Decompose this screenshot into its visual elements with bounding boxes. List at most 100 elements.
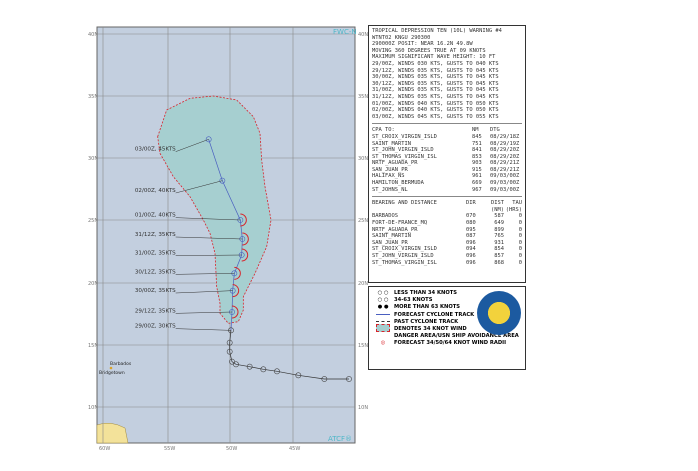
track-label: 31/00Z, 35KTS <box>135 251 176 257</box>
lat-label: 25N <box>358 218 368 224</box>
barbados-marker <box>109 366 113 370</box>
lat-label: 30N <box>358 156 368 162</box>
cpa-header: CPA TO: NM DTG <box>372 127 500 134</box>
legend-item: ○ ○ LESS THAN 34 KNOTS <box>372 290 522 297</box>
forecast-line: 29/12Z, WINDS 035 KTS, GUSTS TO 045 KTS <box>372 67 499 74</box>
cpa-row: SAINT_MARTIN 751 08/29/19Z <box>372 140 520 147</box>
cpa-row: ST_THOMAS_VIRGIN_ISL 853 08/29/20Z <box>372 153 520 160</box>
cpa-row: ST_JOHNS_NL 967 09/03/00Z <box>372 186 520 193</box>
track-label-leader <box>175 290 233 294</box>
track-label: 01/00Z, 40KTS <box>135 213 176 219</box>
lat-label: 15N <box>88 343 98 349</box>
lon-label: 60W <box>99 446 110 452</box>
wind-radii <box>232 284 240 298</box>
bearing-row: BARBADOS 070 587 0 <box>372 213 522 220</box>
forecast-line: 31/00Z, WINDS 035 KTS, GUSTS TO 045 KTS <box>372 87 499 94</box>
legend-item: ● ● MORE THAN 63 KNOTS <box>372 304 522 311</box>
forecast-line: 30/12Z, WINDS 035 KTS, GUSTS TO 045 KTS <box>372 80 499 87</box>
lat-label: 10N <box>88 405 98 411</box>
past-position-marker <box>346 376 352 382</box>
past-track <box>229 330 349 380</box>
cpa-row: HALIFAX_NS 961 09/03/00Z <box>372 173 520 180</box>
corner-label: FWC-N <box>333 28 357 36</box>
legend-symbol-icon: ● ● <box>377 304 389 311</box>
legend: ○ ○ LESS THAN 34 KNOTS ○ ○ 34-63 KNOTS ● ● MO… <box>368 286 526 370</box>
forecast-line: 02/00Z, WINDS 040 KTS, GUSTS TO 050 KTS <box>372 107 499 114</box>
place-label: Barbados <box>110 361 132 367</box>
legend-symbol-icon: ○ ○ <box>377 297 389 304</box>
past-position-marker <box>233 361 239 368</box>
legend-symbol-icon <box>372 319 394 326</box>
bearing-row: ST_JOHN_VIRGIN_ISLD 096 857 0 <box>372 253 522 259</box>
track-label: 02/00Z, 40KTS <box>135 188 176 194</box>
track-label-leader <box>175 236 243 240</box>
track-label: 30/00Z, 35KTS <box>135 288 176 294</box>
lat-label: 30N <box>88 156 98 162</box>
corner-label: ATCF® <box>328 435 352 443</box>
past-position-marker <box>246 363 253 370</box>
lat-label: 35N <box>88 94 98 100</box>
track-label: 29/00Z, 30KTS <box>135 324 176 330</box>
cpa-row: SAN_JUAN_PR 915 08/29/21Z <box>372 166 520 173</box>
warning-line: WTNT02 KNGU 290300 <box>372 34 431 41</box>
lon-label: 45W <box>289 446 300 452</box>
wind-radii <box>234 266 241 280</box>
legend-symbol-icon <box>372 323 394 335</box>
lat-label: 35N <box>358 94 368 100</box>
track-map: 40N 40N 35N 35N 30N 30N 25N 25N 20N 20N 15N 15N 10N 1… <box>88 26 368 452</box>
bearing-header: BEARING AND DISTANCE DIR DIST TAU <box>372 200 522 207</box>
past-position-marker <box>321 376 328 382</box>
track-label: 30/12Z, 35KTS <box>135 269 176 275</box>
cpa-row: NRTF_AGUADA_PR 903 08/29/21Z <box>372 160 520 167</box>
track-label: 03/00Z, 45KTS <box>135 147 176 153</box>
danger-area <box>157 95 272 324</box>
bearing-row: ST_CROIX_VIRGIN_ISLD 094 854 0 <box>372 246 522 253</box>
lat-label: 40N <box>358 32 368 38</box>
past-position-marker <box>274 368 280 375</box>
bearing-row: NRTF_AGUADA_PR 095 899 0 <box>372 226 522 233</box>
track-label-leader <box>175 273 235 275</box>
warning-title: TROPICAL DEPRESSION TEN (10L) WARNING #4 <box>372 28 502 34</box>
wind-radii <box>242 232 249 246</box>
bearing-row: FORT-DE-FRANCE_MQ 080 649 0 <box>372 220 522 227</box>
forecast-line: 30/00Z, WINDS 035 KTS, GUSTS TO 045 KTS <box>372 74 499 81</box>
forecast-line: 01/00Z, WINDS 040 KTS, GUSTS TO 050 KTS <box>372 100 499 107</box>
legend-item: ○ ○ 34-63 KNOTS <box>372 297 522 304</box>
lon-label: 50W <box>226 446 237 452</box>
legend-item: FORECAST CYCLONE TRACK <box>372 312 522 319</box>
legend-item: ◎ FORECAST 34/50/64 KNOT WIND RADII <box>372 340 522 347</box>
lat-label: 40N <box>88 32 98 38</box>
track-label-leader <box>175 328 232 331</box>
wind-radii <box>240 213 247 227</box>
forecast-line: 31/12Z, WINDS 035 KTS, GUSTS TO 045 KTS <box>372 93 499 100</box>
legend-symbol-icon: ○ ○ <box>377 290 389 296</box>
track-label-leader <box>175 139 209 152</box>
cpa-row: HAMILTON_BERMUDA 669 09/03/00Z <box>372 180 520 187</box>
wind-radii <box>241 248 249 262</box>
place-label: Bridgetown <box>99 370 125 376</box>
lon-label: 55W <box>164 446 175 452</box>
warning-panel: TROPICAL DEPRESSION TEN (10L) WARNING #4… <box>368 25 526 283</box>
track-label-leader <box>175 217 241 221</box>
warning-line: MAXIMUM SIGNIFICANT WAVE HEIGHT: 10 FT <box>372 54 496 61</box>
track-label-leader <box>175 311 233 314</box>
warning-line: 290000Z POSIT: NEAR 16.2N 49.8W <box>372 41 473 48</box>
lat-label: 20N <box>358 281 368 287</box>
bearing-row: SAINT_MARTIN 087 765 0 <box>372 233 522 240</box>
legend-item: DENOTES 34 KNOT WIND <box>372 323 522 335</box>
cpa-row: ST_JOHN_VIRGIN_ISLD 841 08/29/20Z <box>372 147 520 154</box>
past-position-marker <box>260 366 267 373</box>
past-position-marker <box>226 348 233 355</box>
forecast-line: 03/00Z, WINDS 045 KTS, GUSTS TO 055 KTS <box>372 113 499 120</box>
past-position-marker <box>295 372 302 379</box>
track-label: 31/12Z, 35KTS <box>135 232 176 238</box>
legend-symbol-icon: ◎ <box>380 340 386 347</box>
bearing-row: ST_THOMAS_VIRGIN_ISL 096 868 0 <box>372 259 522 266</box>
lat-label: 25N <box>88 218 98 224</box>
lat-label: 15N <box>358 343 368 349</box>
forecast-position-marker <box>205 136 212 143</box>
bearing-row: SAN_JUAN_PR 096 931 0 <box>372 239 522 246</box>
legend-item: PAST CYCLONE TRACK <box>372 319 522 326</box>
track-label-leader <box>175 254 242 256</box>
south-america-coast <box>96 422 129 444</box>
